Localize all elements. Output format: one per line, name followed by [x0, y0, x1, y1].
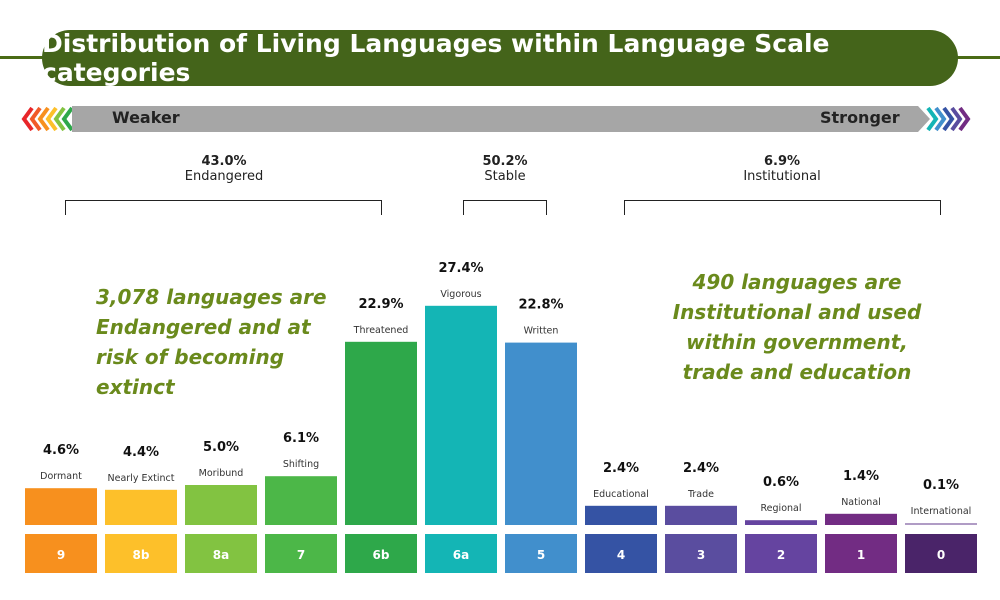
bar: [825, 513, 897, 525]
category-box: [905, 534, 977, 573]
category-code: 6a: [453, 548, 469, 562]
value-label: 4.4%: [123, 445, 159, 460]
bracket-stable: [463, 200, 547, 215]
bar: [745, 520, 817, 525]
value-label: 6.1%: [283, 431, 319, 446]
category-code: 3: [697, 548, 705, 562]
stronger-label: Stronger: [820, 108, 900, 127]
category-code: 5: [537, 548, 545, 562]
stronger-chevrons-icon: [926, 106, 971, 132]
bar: [665, 505, 737, 525]
category-box: [505, 534, 577, 573]
category-box: [105, 534, 177, 573]
category-box: [665, 534, 737, 573]
group-pct: 43.0%: [201, 154, 247, 169]
category-code: 7: [297, 548, 305, 562]
value-label: 4.6%: [43, 443, 79, 458]
category-name: Nearly Extinct: [108, 473, 175, 484]
category-name: National: [841, 497, 881, 508]
category-code: 2: [777, 548, 785, 562]
value-label: 22.8%: [518, 298, 563, 313]
category-code: 8b: [133, 548, 150, 562]
category-name: Shifting: [283, 459, 319, 470]
category-name: Educational: [593, 489, 649, 500]
group-institutional: 6.9% Institutional: [702, 154, 862, 184]
bar: [425, 305, 497, 525]
category-box: [25, 534, 97, 573]
category-box: [825, 534, 897, 573]
category-name: Regional: [761, 503, 802, 514]
value-label: 27.4%: [438, 261, 483, 276]
group-pct: 6.9%: [763, 154, 801, 169]
category-code: 6b: [373, 548, 390, 562]
group-endangered: 43.0% Endangered: [144, 154, 304, 184]
category-name: Dormant: [40, 471, 82, 482]
scale-bar: [72, 106, 918, 132]
chart-title: Distribution of Living Languages within …: [42, 29, 958, 87]
value-label: 0.1%: [923, 478, 959, 493]
bar: [505, 342, 577, 525]
value-label: 2.4%: [603, 461, 639, 476]
value-label: 1.4%: [843, 469, 879, 484]
weaker-label: Weaker: [112, 108, 180, 127]
category-name: International: [911, 506, 972, 517]
category-box: [185, 534, 257, 573]
category-box: [345, 534, 417, 573]
group-name: Institutional: [743, 169, 821, 184]
category-name: Trade: [687, 489, 714, 500]
category-code: 9: [57, 548, 65, 562]
value-label: 22.9%: [358, 297, 403, 312]
group-name: Endangered: [184, 169, 264, 184]
scale-arrows: [21, 106, 971, 132]
weaker-chevrons-icon: [21, 106, 74, 132]
category-code: 1: [857, 548, 865, 562]
group-pct: 50.2%: [482, 154, 528, 169]
value-label: 0.6%: [763, 475, 799, 490]
bar: [585, 505, 657, 525]
category-code: 0: [937, 548, 945, 562]
bar: [185, 485, 257, 525]
category-box: [585, 534, 657, 573]
category-box: [425, 534, 497, 573]
category-code: 4: [617, 548, 625, 562]
group-stable: 50.2% Stable: [445, 154, 565, 184]
category-name: Threatened: [353, 325, 409, 336]
bar: [25, 488, 97, 525]
bar: [265, 476, 337, 525]
bar: [345, 341, 417, 525]
category-name: Written: [524, 326, 559, 337]
category-name: Vigorous: [440, 289, 481, 300]
bracket-endangered: [65, 200, 382, 215]
value-label: 2.4%: [683, 461, 719, 476]
bracket-institutional: [624, 200, 941, 215]
endangered-note: 3,078 languages are Endangered and at ri…: [96, 285, 327, 399]
category-code: 8a: [213, 548, 229, 562]
institutional-note: 490 languages are Institutional and used…: [672, 270, 922, 384]
value-label: 5.0%: [203, 440, 239, 455]
bar: [905, 523, 977, 525]
bar: [105, 489, 177, 525]
category-box: [265, 534, 337, 573]
group-name: Stable: [484, 169, 526, 184]
category-box: [745, 534, 817, 573]
category-name: Moribund: [199, 468, 244, 479]
